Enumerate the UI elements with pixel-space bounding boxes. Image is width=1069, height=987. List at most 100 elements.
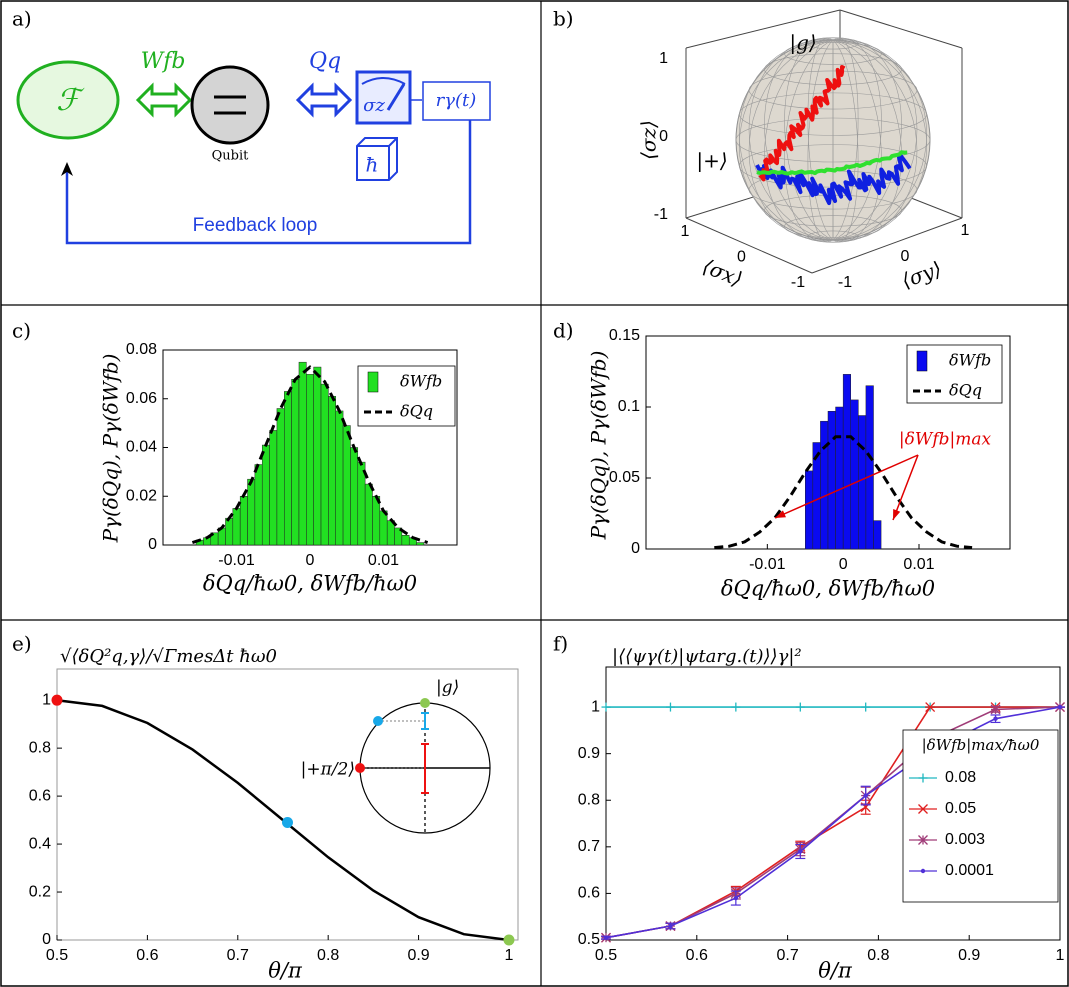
histogram-bar [350, 447, 359, 546]
histogram-bar [827, 411, 836, 550]
histogram-bar [320, 383, 329, 546]
histogram-bar [835, 406, 844, 550]
work-arrow [135, 82, 193, 118]
marker-dot [1057, 704, 1063, 710]
point-marker [990, 704, 1001, 715]
qubit-node [190, 65, 270, 145]
histogram-bar [820, 420, 829, 550]
histogram-bar [261, 444, 270, 546]
y-tick-label: 0.05 [609, 469, 640, 486]
histogram-bar [225, 517, 234, 546]
y-tick-label: 0.08 [126, 341, 157, 358]
marker-dot [668, 923, 673, 929]
trajectory [758, 65, 846, 182]
legend-box [902, 729, 1059, 903]
y-tick-label: 1 [961, 222, 970, 239]
histogram-bar [291, 379, 300, 546]
y-axis-label: Pγ(δQq), Pγ(δWfb) [587, 351, 611, 541]
y-tick-label: -1 [838, 274, 852, 291]
histogram-bar [858, 415, 867, 550]
chart-title: √⟨δQ²q,γ⟩/√ΓmesΔt ħω0 [60, 646, 277, 667]
x-tick-label: 0.01 [903, 556, 934, 573]
bloch-meridian [832, 39, 918, 241]
data-line [605, 706, 1061, 939]
feedback-line [65, 120, 472, 245]
panel-label: e) [12, 632, 32, 656]
record-box [422, 81, 491, 121]
highlight-point [503, 934, 515, 946]
bloch-meridian [764, 39, 834, 242]
highlight-point [282, 816, 293, 828]
point-marker [601, 702, 611, 712]
histogram-bar [335, 410, 344, 546]
inset-dot [373, 716, 383, 726]
y-tick-label: 0.8 [29, 739, 51, 756]
histogram-bar [328, 396, 336, 546]
x-tick-label: 0.8 [867, 947, 889, 964]
annotation-arrowhead [775, 510, 786, 518]
y-tick-label: 0.4 [29, 835, 51, 852]
y-tick-label: 0.6 [578, 885, 600, 902]
x-tick-label: 0.9 [958, 947, 980, 964]
record-label: rγ(t) [436, 90, 477, 111]
y-tick-label: 0 [42, 931, 51, 948]
marker-stroke [918, 804, 928, 814]
point-marker [918, 835, 928, 845]
bloch-meridian [832, 38, 902, 241]
histogram-bar [850, 399, 859, 550]
point-marker [795, 702, 805, 712]
histogram-bar [873, 520, 882, 550]
point-marker [668, 923, 673, 929]
point-marker [731, 702, 741, 712]
bloch-meridian [748, 39, 834, 241]
bloch-meridian [807, 39, 834, 243]
work-label: Wfb [141, 49, 186, 74]
x-axis-label: δQq/ħω0, δWfb/ħω0 [721, 577, 935, 601]
x-tick-label: 0.7 [776, 947, 798, 964]
meter-scale [361, 77, 406, 85]
x-tick-label: 0.5 [46, 947, 68, 964]
histogram-bar [805, 470, 814, 550]
x-tick-label: 1 [681, 223, 690, 240]
bloch-box-edge [685, 217, 813, 274]
z-tick-label: -1 [654, 206, 668, 223]
z-tick-label: 0 [659, 128, 668, 145]
point-marker [861, 702, 871, 712]
histogram-bar [364, 483, 373, 546]
legend-label: 0.003 [945, 831, 985, 848]
feedback-label: Feedback loop [193, 215, 318, 236]
x-tick-label: -0.01 [218, 552, 255, 569]
marker-dot [733, 895, 739, 901]
histogram-bar [865, 385, 874, 550]
y-tick-label: 0 [901, 248, 910, 265]
legend-swatch [367, 371, 379, 393]
histogram-bar [284, 391, 292, 546]
y-tick-label: 0.7 [578, 838, 600, 855]
bloch-meridian [784, 37, 834, 241]
highlight-point [51, 694, 63, 706]
y-tick-label: 1 [42, 691, 51, 708]
x-tick-label: 0 [306, 552, 315, 569]
panel-label: c) [12, 319, 31, 343]
meter-label: σz [363, 95, 385, 116]
feedback-arrowhead [61, 162, 73, 176]
histogram-bar [298, 361, 307, 546]
legend-swatch [916, 350, 928, 372]
meter-box [355, 70, 412, 125]
histogram-bar [842, 374, 852, 550]
histogram-bar [232, 508, 241, 546]
histogram-bar [254, 464, 263, 546]
inset-label: |g⟩ [436, 678, 459, 698]
histogram-bar [247, 478, 256, 546]
legend-title: |δWfb|max/ħω0 [922, 736, 1040, 754]
y-tick-label: 0.1 [618, 398, 640, 415]
x-tick-label: 0.6 [686, 947, 708, 964]
histogram-bar [313, 366, 322, 546]
x-tick-label: 0.9 [407, 947, 429, 964]
point-marker [733, 895, 739, 901]
bloch-meridian [764, 38, 834, 241]
heat-arrow [295, 82, 353, 118]
marker-dot [993, 716, 998, 721]
